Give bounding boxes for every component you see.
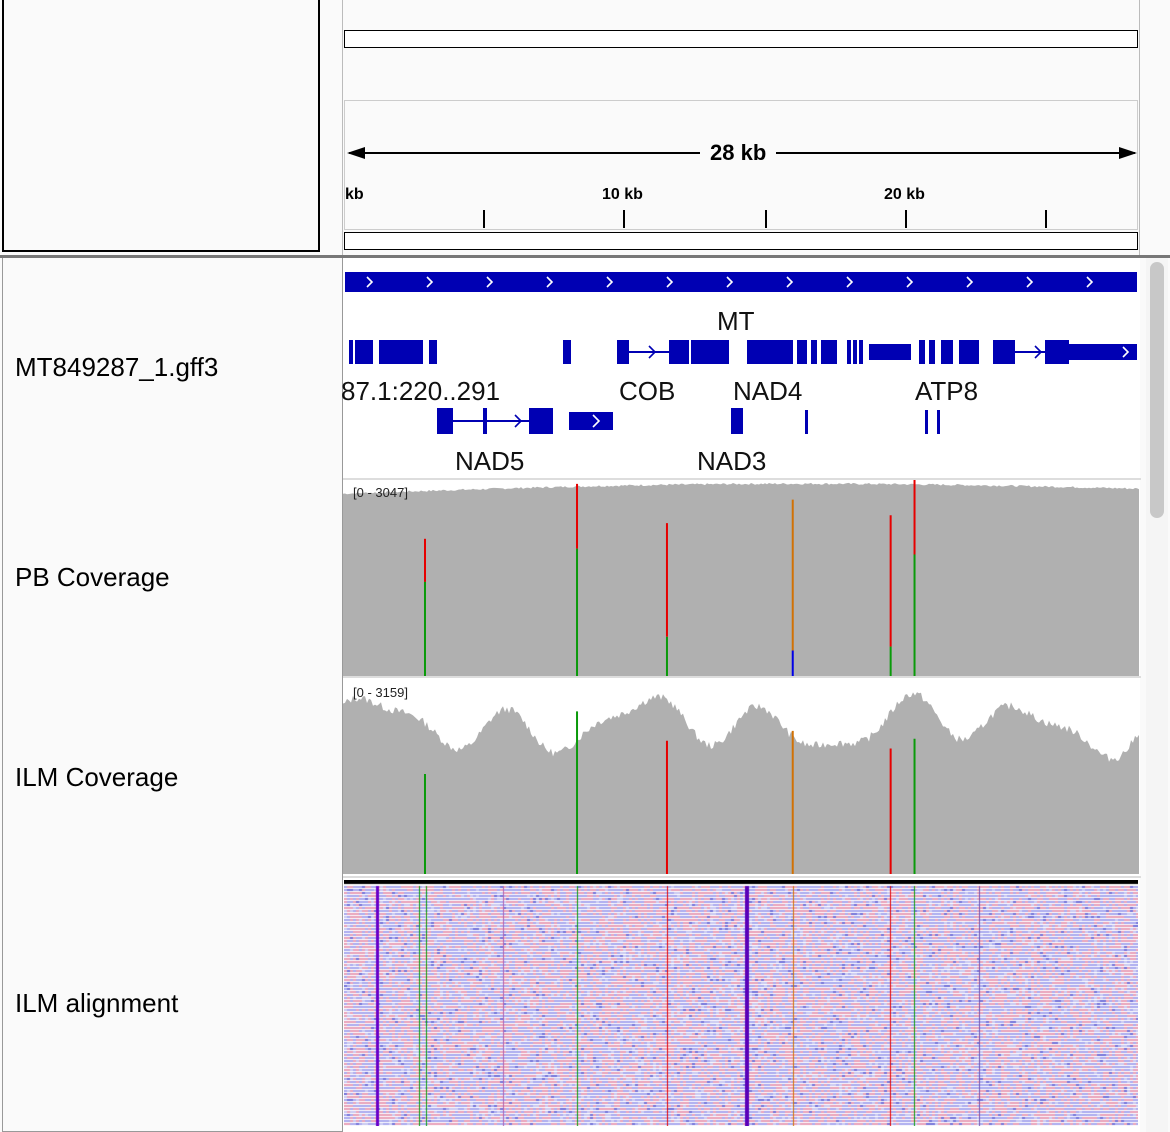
track-name-gff3[interactable]: MT849287_1.gff3	[15, 352, 219, 382]
track-data-panel: MT 87.1:220..291 COB NAD4 ATP8 NAD5 NAD3…	[341, 258, 1141, 1132]
gene-label-region: 87.1:220..291	[341, 376, 501, 406]
gene-row-1	[349, 340, 1137, 364]
gene-label-mt: MT	[717, 306, 755, 336]
ruler-tick	[905, 210, 907, 228]
coverage-area	[343, 692, 1139, 874]
pb-coverage-range: [0 - 3047]	[353, 485, 408, 500]
chromosome-ideogram[interactable]	[344, 30, 1138, 48]
ruler-tick	[1045, 210, 1047, 228]
track-separator	[343, 478, 1141, 480]
ruler-tick	[765, 210, 767, 228]
mt-feature-bar	[345, 272, 1137, 292]
gene-label-nad4: NAD4	[733, 376, 803, 406]
ruler-span-label: 28 kb	[700, 140, 777, 166]
track-separator	[343, 876, 1141, 878]
ilm-alignment-reads[interactable]	[344, 880, 1138, 1126]
track-separator	[343, 676, 1141, 678]
panel-divider[interactable]	[0, 255, 1170, 258]
header-name-panel	[2, 0, 320, 252]
ruler-tick	[623, 210, 625, 228]
ruler-tick	[483, 210, 485, 228]
ruler-span-arrow	[347, 147, 1137, 159]
gene-label-cob: COB	[619, 376, 676, 406]
track-name-pb-coverage[interactable]: PB Coverage	[15, 562, 170, 592]
ilm-coverage-range: [0 - 3159]	[353, 685, 408, 700]
header-data-panel	[342, 0, 1140, 256]
ruler-tick-label-0: kb	[345, 186, 364, 203]
gene-label-nad5: NAD5	[455, 446, 525, 476]
gene-label-nad3: NAD3	[697, 446, 767, 476]
gene-row-2	[437, 408, 940, 434]
track-name-panel: MT849287_1.gff3 PB Coverage ILM Coverage…	[2, 258, 342, 1132]
pb-coverage-plot[interactable]	[343, 480, 1139, 676]
track-name-ilm-coverage[interactable]: ILM Coverage	[15, 762, 179, 792]
ilm-coverage-plot[interactable]	[343, 678, 1139, 874]
region-navigator-bar[interactable]	[344, 232, 1138, 250]
ruler-tick-label-20kb: 20 kb	[884, 186, 925, 203]
track-name-ilm-alignment[interactable]: ILM alignment	[15, 988, 179, 1018]
coverage-area	[343, 482, 1139, 676]
gene-label-atp8: ATP8	[915, 376, 979, 406]
scrollbar-thumb[interactable]	[1150, 262, 1164, 518]
gene-annotation-track[interactable]	[343, 258, 1139, 478]
ruler-tick-label-10kb: 10 kb	[602, 186, 643, 203]
